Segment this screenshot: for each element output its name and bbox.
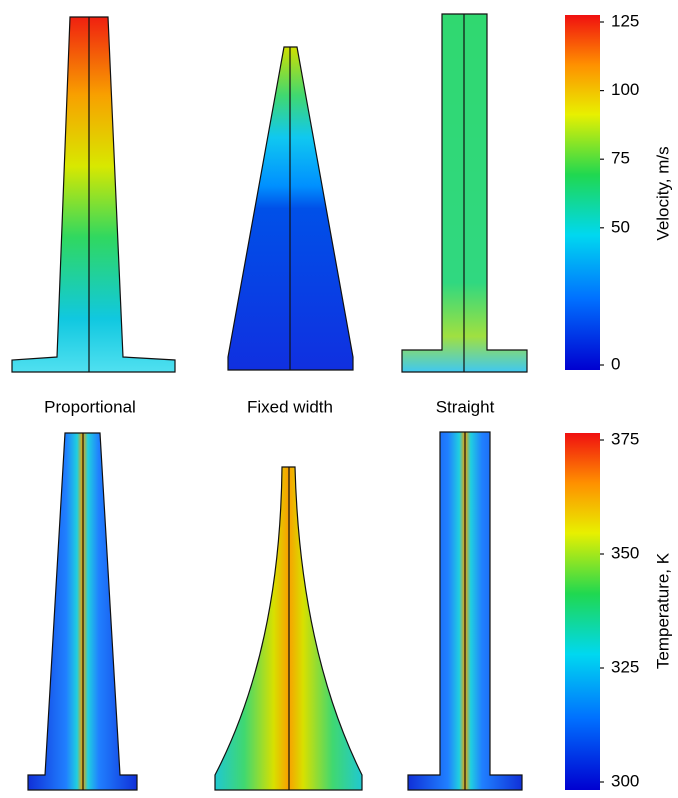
- colorbar-label: Velocity, m/s: [653, 146, 672, 240]
- tick-label: 75: [611, 149, 630, 168]
- tick-label: 0: [611, 354, 620, 373]
- tick-label: 300: [611, 771, 639, 790]
- tick-label: 100: [611, 80, 639, 99]
- temperature-fixed-width: [214, 466, 363, 791]
- tick-label: 50: [611, 217, 630, 236]
- temperature-straight: [407, 431, 523, 791]
- tick-label: 325: [611, 657, 639, 676]
- colorbar-label: Temperature, K: [653, 552, 672, 669]
- panel-label: Fixed width: [247, 397, 333, 416]
- colorbar: [565, 15, 600, 370]
- panel-label: Proportional: [44, 397, 136, 416]
- temperature-proportional: [27, 432, 138, 791]
- panel-label: Straight: [436, 397, 495, 416]
- tick-label: 350: [611, 543, 639, 562]
- velocity-fixed-width: [227, 46, 354, 371]
- tick-label: 375: [611, 429, 639, 448]
- velocity-proportional: [11, 16, 176, 373]
- tick-label: 125: [611, 11, 639, 30]
- velocity-straight: [401, 13, 528, 373]
- colorbar: [565, 433, 600, 790]
